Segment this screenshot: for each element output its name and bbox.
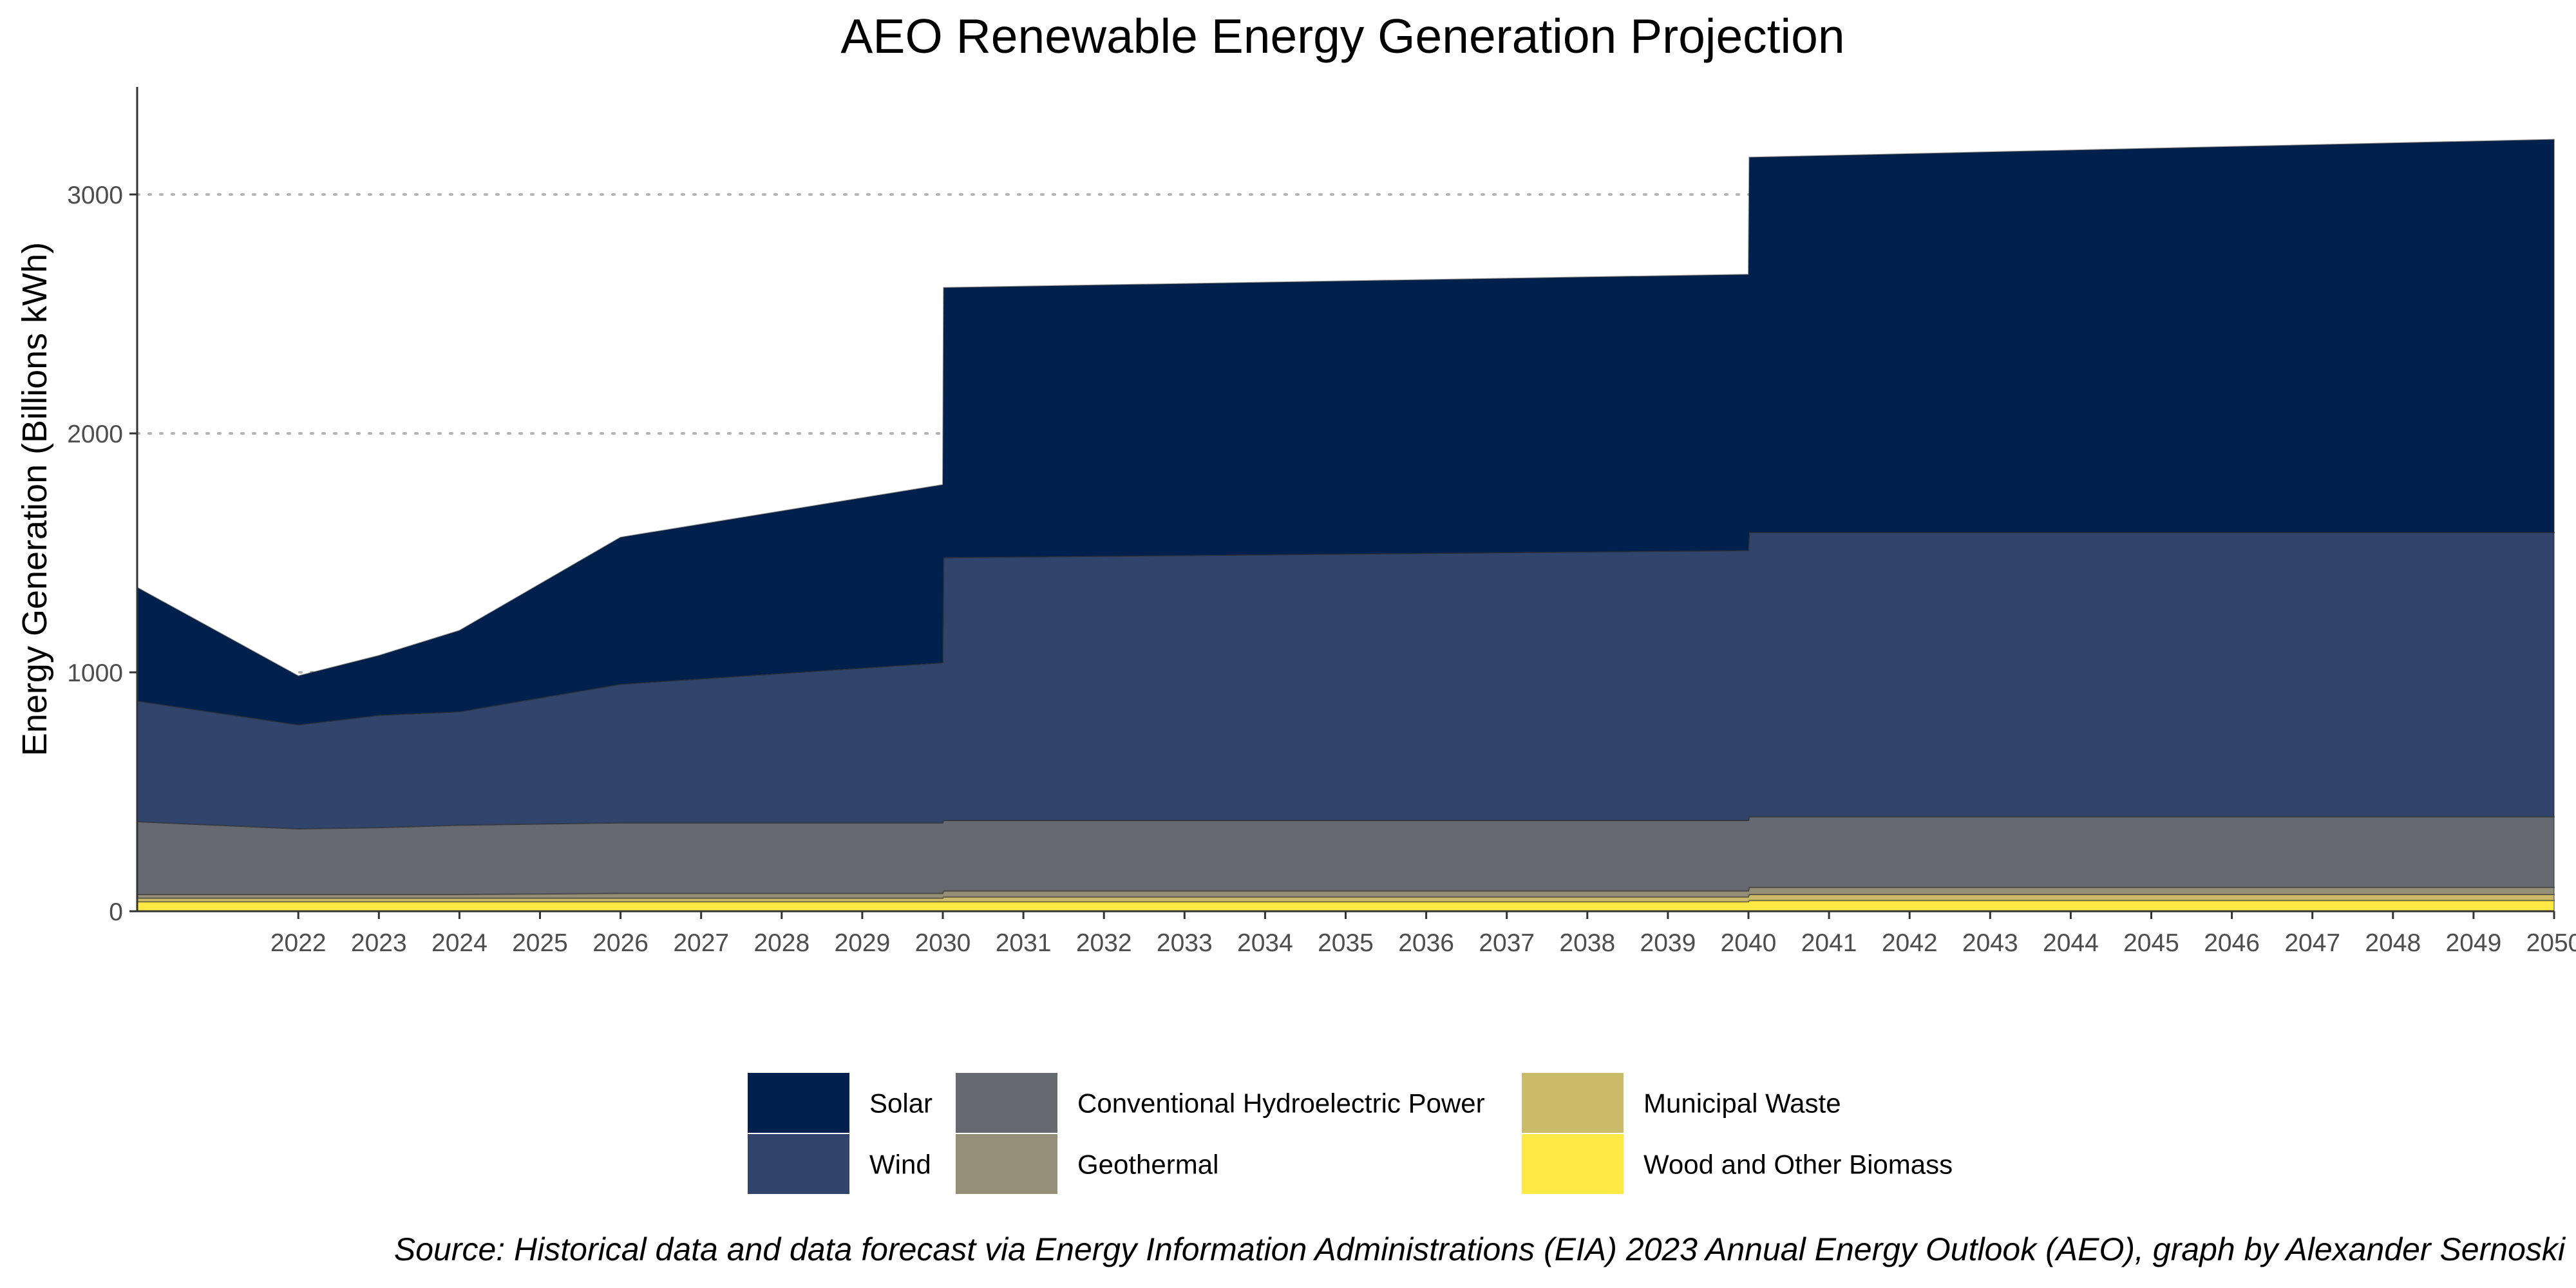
legend-key xyxy=(746,1072,851,1134)
x-tick-label: 2046 xyxy=(2204,929,2260,957)
x-tick-label: 2050 xyxy=(2526,929,2576,957)
x-tick-label: 2047 xyxy=(2284,929,2340,957)
legend-label: Wood and Other Biomass xyxy=(1643,1150,1953,1180)
x-tick-label: 2029 xyxy=(835,929,891,957)
x-tick-label: 2031 xyxy=(996,929,1052,957)
x-tick-label: 2022 xyxy=(270,929,327,957)
stacked-areas xyxy=(137,138,2555,912)
x-tick-label: 2044 xyxy=(2043,929,2099,957)
area-series-2 xyxy=(137,886,2555,899)
x-tick-label: 2032 xyxy=(1076,929,1132,957)
x-tick-label: 2038 xyxy=(1559,929,1615,957)
legend: Solar Wind Conventional Hydroelectric Powe… xyxy=(746,1072,1953,1195)
x-tick-label: 2041 xyxy=(1801,929,1857,957)
x-tick-label: 2025 xyxy=(512,929,568,957)
x-tick-label: 2028 xyxy=(753,929,810,957)
x-tick-label: 2027 xyxy=(673,929,729,957)
legend-key xyxy=(954,1072,1059,1134)
legend-key xyxy=(954,1133,1059,1195)
y-tick-label: 2000 xyxy=(67,421,123,448)
legend-label: Municipal Waste xyxy=(1643,1088,1841,1119)
x-tick-label: 2042 xyxy=(1882,929,1938,957)
x-tick-label: 2037 xyxy=(1479,929,1535,957)
x-tick-label: 2043 xyxy=(1962,929,2018,957)
chart-caption: Source: Historical data and data forecas… xyxy=(394,1231,2566,1267)
x-tick-label: 2040 xyxy=(1721,929,1777,957)
x-tick-label: 2024 xyxy=(431,929,488,957)
y-tick-label: 1000 xyxy=(67,659,123,687)
legend-key xyxy=(746,1133,851,1195)
area-series-4 xyxy=(137,531,2555,830)
legend-key xyxy=(1520,1133,1625,1195)
legend-label: Conventional Hydroelectric Power xyxy=(1077,1088,1485,1119)
y-axis-label: Energy Generation (Billions kWh) xyxy=(15,242,54,756)
area-series-3 xyxy=(137,816,2555,895)
chart-title: AEO Renewable Energy Generation Projecti… xyxy=(840,9,1844,63)
x-tick-label: 2039 xyxy=(1640,929,1696,957)
area-series-5 xyxy=(137,138,2555,726)
x-tick-label: 2023 xyxy=(351,929,407,957)
x-tick-label: 2045 xyxy=(2123,929,2179,957)
y-tick-label: 3000 xyxy=(67,182,123,209)
x-tick-label: 2048 xyxy=(2365,929,2421,957)
legend-label: Geothermal xyxy=(1077,1150,1218,1180)
legend-label: Solar xyxy=(869,1088,933,1119)
x-tick-label: 2034 xyxy=(1237,929,1293,957)
y-tick-label: 0 xyxy=(109,898,123,926)
legend-label: Wind xyxy=(869,1150,931,1180)
axes: 0 1000 2000 3000 2022 2023 2024 2025 2026 2027 202… xyxy=(67,87,2576,957)
x-tick-label: 2026 xyxy=(592,929,649,957)
legend-key xyxy=(1520,1072,1625,1134)
x-tick-label: 2036 xyxy=(1398,929,1454,957)
x-tick-label: 2030 xyxy=(915,929,971,957)
x-tick-label: 2033 xyxy=(1157,929,1213,957)
x-tick-label: 2035 xyxy=(1318,929,1374,957)
x-tick-label: 2049 xyxy=(2446,929,2502,957)
